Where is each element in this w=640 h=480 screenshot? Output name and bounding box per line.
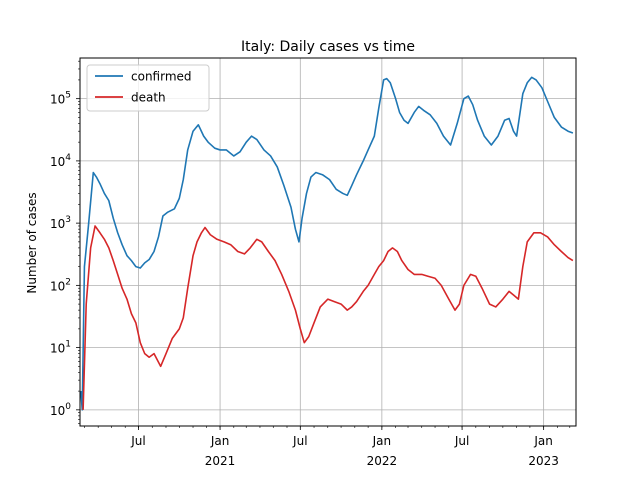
x-tick-label: Jul [292, 434, 307, 448]
y-tick-label: 103 [50, 215, 71, 231]
y-tick-label: 100 [50, 402, 71, 418]
x-tick-label: Jan [210, 434, 230, 448]
y-axis: 100 101 102 103 104 105 [50, 60, 80, 424]
x-axis: Jul Jan 2021 Jul Jan 2022 Jul Jan 2023 [84, 426, 571, 468]
x-tick-sublabel: 2023 [528, 454, 559, 468]
y-tick-label: 105 [50, 91, 71, 107]
x-tick-label: Jul [130, 434, 145, 448]
grid [80, 58, 576, 426]
legend-label-death: death [131, 91, 166, 105]
x-tick-label: Jul [454, 434, 469, 448]
plot-area [80, 76, 574, 411]
y-tick-label: 102 [50, 277, 71, 293]
y-tick-label: 101 [50, 340, 71, 356]
series-line-death [82, 225, 574, 410]
x-tick-label: Jan [533, 434, 553, 448]
x-tick-label: Jan [372, 434, 392, 448]
chart-title: Italy: Daily cases vs time [241, 39, 415, 55]
x-tick-sublabel: 2021 [205, 454, 236, 468]
x-tick-sublabel: 2022 [367, 454, 398, 468]
legend: confirmed death [86, 64, 210, 112]
series-line-confirmed [80, 76, 574, 411]
y-axis-label: Number of cases [25, 192, 39, 293]
y-tick-label: 104 [50, 153, 71, 169]
legend-label-confirmed: confirmed [131, 70, 192, 84]
